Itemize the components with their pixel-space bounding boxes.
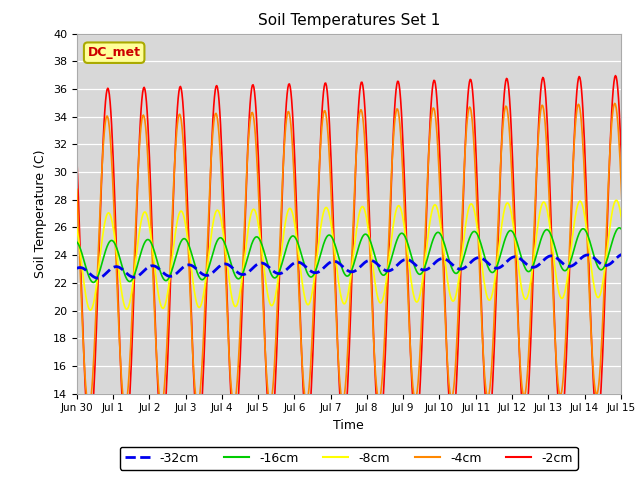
Y-axis label: Soil Temperature (C): Soil Temperature (C) [35, 149, 47, 278]
X-axis label: Time: Time [333, 419, 364, 432]
Text: DC_met: DC_met [88, 46, 141, 59]
Legend: -32cm, -16cm, -8cm, -4cm, -2cm: -32cm, -16cm, -8cm, -4cm, -2cm [120, 447, 578, 469]
Title: Soil Temperatures Set 1: Soil Temperatures Set 1 [258, 13, 440, 28]
